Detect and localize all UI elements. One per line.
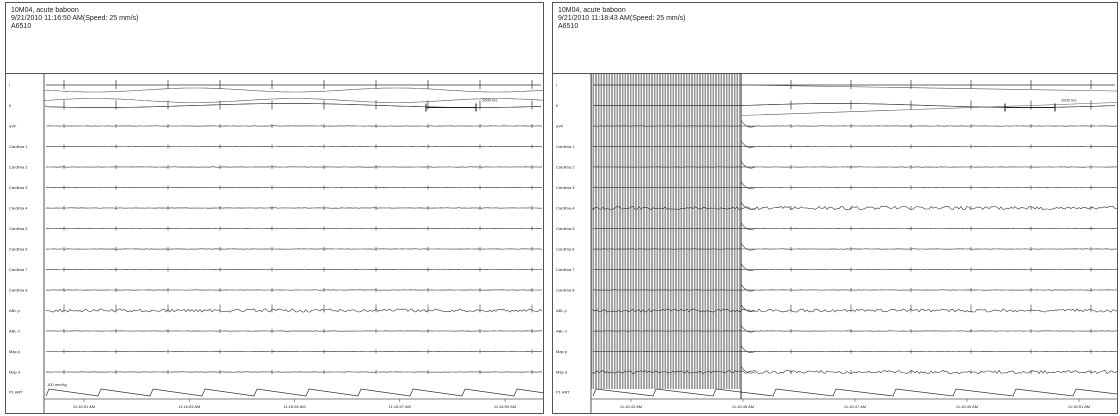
decay-curve (740, 181, 756, 189)
channel-label-p1-art: P1 ART (556, 390, 570, 395)
decay-curve (740, 283, 756, 292)
channel-label-cardima-5: Cardima 5 (556, 226, 575, 231)
decay-curve (740, 365, 756, 374)
trace-abl-p (592, 308, 1117, 313)
channel-label-p1-art: P1 ART (9, 390, 23, 395)
channel-label-cardima-8: Cardima 8 (9, 288, 28, 293)
channel-label-cardima-2: Cardima 2 (556, 165, 575, 170)
channel-label-map-d: Map d (556, 370, 567, 375)
decay-curve (740, 242, 756, 251)
fibrillation-burst (591, 73, 742, 389)
decay-curve (740, 263, 756, 271)
channel-label-avf: aVF (9, 124, 17, 129)
trace-cardima-4 (592, 205, 1117, 211)
trace-abl-p (45, 308, 543, 313)
channel-label-ii: II (9, 103, 11, 108)
right-ecg-recording-panel: 10M04, acute baboon 9/21/2010 11:18:43 A… (552, 2, 1118, 414)
trace-map-d (592, 369, 1117, 375)
channel-label-i: I (556, 83, 557, 88)
channel-label-cardima-6: Cardima 6 (556, 247, 575, 252)
decay-curve (740, 345, 756, 353)
channel-label-cardima-2: Cardima 2 (9, 165, 28, 170)
left-header-device: A6510 (11, 23, 32, 30)
time-label-11-16-59-am: 11:16:59 AM (494, 404, 516, 409)
left-header-timestamp: 9/21/2010 11:16:50 AM(Speed: 25 mm/s) (11, 15, 139, 22)
art-scale-label: 100 mmHg (47, 382, 67, 387)
decay-curve (740, 222, 756, 230)
trace-p1-art (45, 388, 543, 397)
channel-label-map-p: Map p (9, 349, 21, 354)
channel-label-ii: II (556, 103, 558, 108)
channel-label-cardima-8: Cardima 8 (556, 288, 575, 293)
channel-label-cardima-7: Cardima 7 (9, 267, 28, 272)
channel-label-cardima-4: Cardima 4 (9, 206, 28, 211)
lead-envelope-upper (43, 87, 543, 93)
time-label-11-18-45-am: 11:18:45 AM (732, 404, 754, 409)
time-label-11-16-53-am: 11:16:53 AM (178, 404, 200, 409)
decay-curve (740, 140, 756, 148)
left-recording-header: 10M04, acute baboon 9/21/2010 11:16:50 A… (6, 3, 543, 74)
lead-envelope-lower (740, 102, 1117, 116)
channel-label-abl-d: ABL d (556, 329, 567, 334)
channel-label-cardima-1: Cardima 1 (9, 144, 28, 149)
time-label-11-18-43-am: 11:18:43 AM (620, 404, 642, 409)
channel-label-cardima-5: Cardima 5 (9, 226, 28, 231)
channel-label-cardima-3: Cardima 3 (9, 185, 28, 190)
right-header-title: 10M04, acute baboon (558, 7, 626, 14)
channel-label-cardima-4: Cardima 4 (556, 206, 575, 211)
left-ecg-recording-panel: 10M04, acute baboon 9/21/2010 11:16:50 A… (5, 2, 544, 414)
channel-label-map-p: Map p (556, 349, 568, 354)
decay-curve (740, 201, 756, 210)
channel-label-abl-p: ABL p (556, 308, 568, 313)
lead-envelope-upper (740, 84, 1117, 92)
lead-envelope-lower (43, 98, 543, 104)
trace-ii (45, 103, 542, 108)
right-header-device: A6510 (558, 23, 579, 30)
time-label-11-18-47-am: 11:18:47 AM (844, 404, 866, 409)
time-label-11-16-55-am: 11:16:55 AM (283, 404, 305, 409)
channel-label-map-d: Map d (9, 370, 20, 375)
scale-bar-label: 1000 ms (1061, 98, 1076, 103)
scale-bar-label: 1000 ms (482, 98, 497, 103)
channel-label-cardima-6: Cardima 6 (9, 247, 28, 252)
decay-curve (740, 304, 756, 312)
channel-label-i: I (9, 83, 10, 88)
trace-p1-art (592, 388, 1117, 397)
channel-label-cardima-3: Cardima 3 (556, 185, 575, 190)
decay-curve (740, 324, 756, 333)
channel-label-abl-d: ABL d (9, 329, 20, 334)
time-label-11-16-57-am: 11:16:57 AM (389, 404, 411, 409)
decay-curve (740, 119, 756, 128)
channel-label-abl-p: ABL p (9, 308, 21, 313)
right-header-timestamp: 9/21/2010 11:18:43 AM(Speed: 25 mm/s) (558, 15, 686, 22)
left-header-title: 10M04, acute baboon (11, 7, 79, 14)
channel-label-cardima-7: Cardima 7 (556, 267, 575, 272)
decay-curve (740, 160, 756, 169)
channel-label-cardima-1: Cardima 1 (556, 144, 575, 149)
time-label-11-16-51-am: 11:16:51 AM (73, 404, 95, 409)
time-label-11-18-49-am: 11:18:49 AM (956, 404, 978, 409)
time-label-11-18-51-am: 11:18:51 AM (1068, 404, 1090, 409)
right-recording-header: 10M04, acute baboon 9/21/2010 11:18:43 A… (553, 3, 1117, 74)
channel-label-avf: aVF (556, 124, 564, 129)
